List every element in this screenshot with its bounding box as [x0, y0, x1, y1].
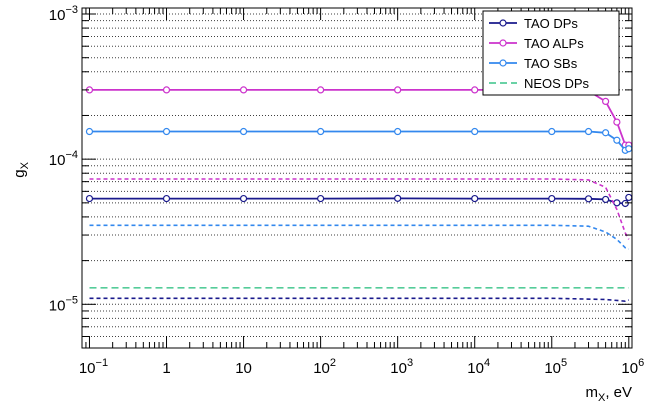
data-point — [625, 145, 633, 153]
legend-marker — [499, 19, 507, 27]
legend-marker — [499, 39, 507, 47]
legend-label: TAO ALPs — [524, 36, 584, 51]
data-point — [602, 129, 610, 137]
x-axis-title-suffix: , eV — [605, 384, 632, 401]
legend-label: TAO SBs — [524, 56, 578, 71]
data-point — [471, 86, 479, 94]
x-tick-label: 106 — [621, 357, 644, 377]
data-point — [613, 118, 621, 126]
y-tick-label: 10−3 — [49, 4, 78, 24]
data-point — [85, 194, 94, 203]
x-tick-label-exp: 5 — [561, 357, 567, 369]
x-tick-label: 105 — [544, 357, 567, 377]
data-point — [548, 194, 556, 203]
data-point — [471, 194, 479, 203]
x-tick-label-base: 10 — [313, 360, 330, 377]
y-tick-label-exp: −5 — [65, 294, 78, 306]
x-axis-title-main: m — [585, 384, 598, 401]
data-point — [162, 194, 171, 203]
y-axis-title: gX — [11, 161, 31, 177]
legend-marker — [499, 59, 507, 67]
data-point — [584, 127, 593, 136]
data-point — [602, 97, 610, 105]
x-tick-label-exp: −1 — [96, 357, 109, 369]
series-layer — [85, 86, 633, 303]
x-tick-label: 1 — [162, 360, 170, 377]
data-point — [548, 127, 556, 136]
x-tick-label-exp: 4 — [484, 357, 490, 369]
y-axis-title-main: g — [11, 169, 28, 177]
legend-label: NEOS DPs — [524, 76, 590, 91]
data-point — [162, 127, 171, 136]
x-tick-label-base: 10 — [621, 360, 638, 377]
data-point — [602, 195, 610, 204]
x-tick-label-exp: 6 — [638, 357, 644, 369]
data-point — [394, 194, 402, 202]
y-tick-label-base: 10 — [49, 297, 66, 314]
legend-label: TAO DPs — [524, 16, 578, 31]
y-tick-label-base: 10 — [49, 7, 66, 24]
series-line — [89, 130, 630, 152]
x-tick-label-base: 10 — [544, 360, 561, 377]
data-point — [625, 193, 633, 202]
data-point — [584, 195, 593, 203]
x-axis-title: mX, eV — [585, 384, 632, 404]
x-tick-label: 103 — [390, 357, 413, 377]
x-tick-label: 10−1 — [79, 357, 108, 377]
x-tick-label: 10 — [235, 360, 252, 377]
y-tick-label: 10−4 — [49, 149, 78, 169]
data-point — [85, 127, 94, 136]
data-point — [239, 127, 248, 136]
x-tick-label-exp: 2 — [330, 357, 336, 369]
x-tick-label: 104 — [467, 357, 490, 377]
data-point — [317, 86, 325, 94]
data-point — [394, 127, 402, 136]
y-tick-label: 10−5 — [49, 294, 78, 314]
series-line — [89, 178, 630, 240]
series-line — [89, 224, 630, 250]
x-tick-label-base: 10 — [79, 360, 96, 377]
data-point — [239, 86, 248, 94]
data-point — [317, 127, 325, 136]
legend-layer: TAO DPs TAO ALPs TAO SBs NEOS DPs — [482, 10, 620, 96]
y-tick-label-exp: −4 — [65, 149, 78, 161]
data-point — [394, 86, 402, 94]
x-tick-label: 102 — [313, 357, 336, 377]
data-point — [621, 199, 629, 208]
data-point — [162, 86, 171, 94]
x-axis-title-sub: X — [598, 392, 606, 404]
data-point — [613, 199, 621, 207]
data-point — [317, 194, 325, 203]
x-tick-label-base: 10 — [390, 360, 407, 377]
y-tick-label-base: 10 — [49, 152, 66, 169]
data-point — [471, 127, 479, 136]
series-line — [89, 89, 629, 147]
x-tick-label-base: 10 — [467, 360, 484, 377]
x-tick-label-exp: 3 — [407, 357, 413, 369]
y-tick-label-exp: −3 — [65, 4, 78, 16]
y-axis-title-sub: X — [19, 161, 31, 169]
data-point — [613, 136, 621, 144]
series-line — [89, 297, 630, 303]
data-point — [239, 194, 248, 203]
